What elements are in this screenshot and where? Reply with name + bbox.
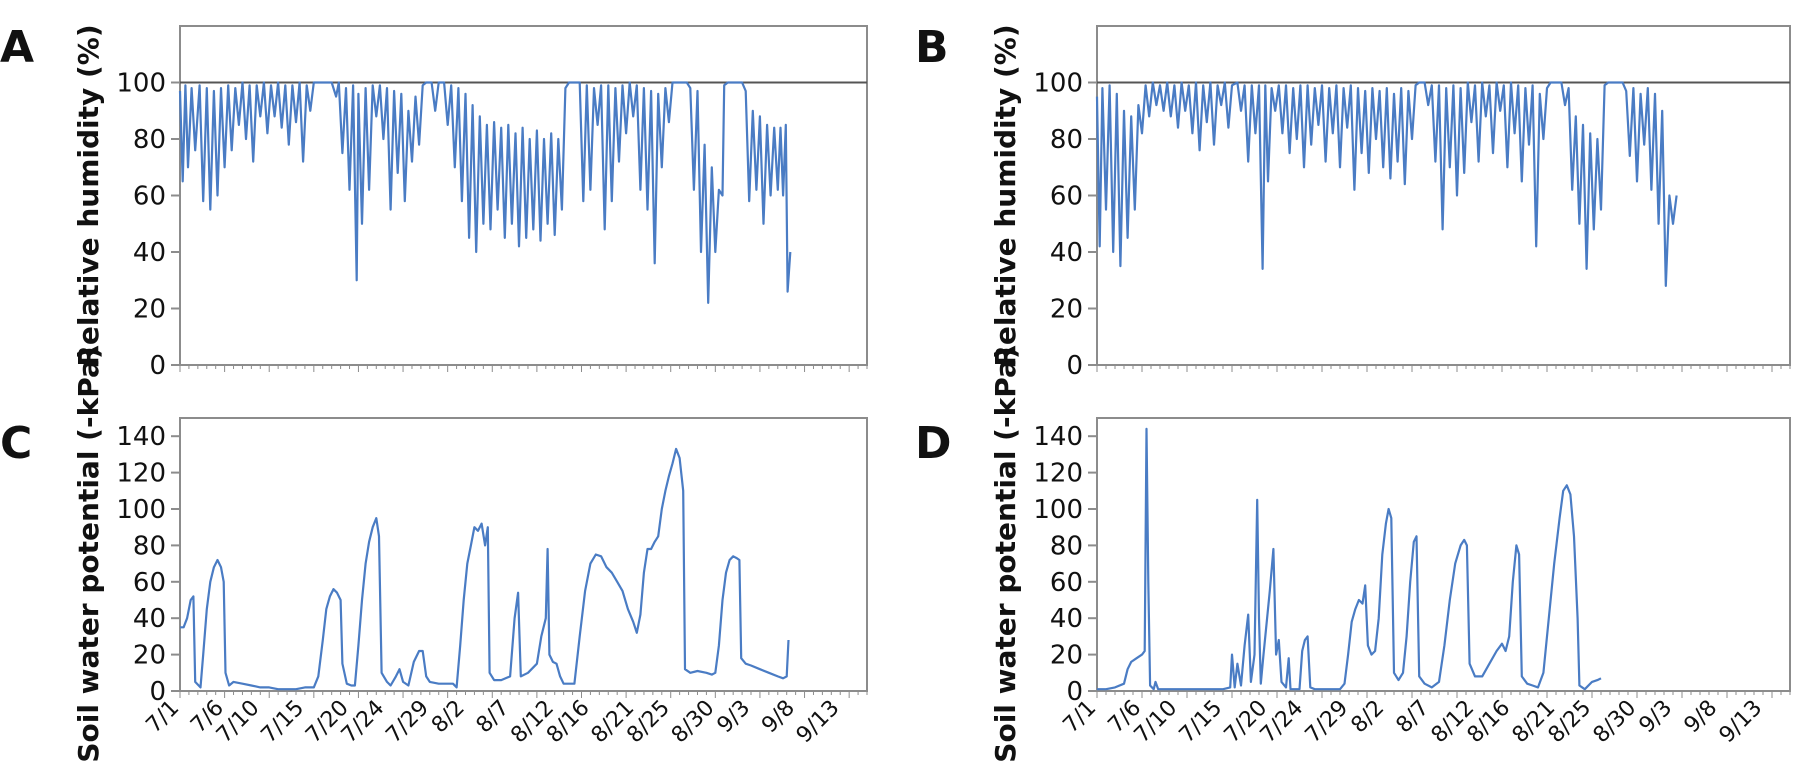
panel-d-date-label: 7/29 <box>1301 696 1354 749</box>
panel-b-ytick-label: 40 <box>1050 238 1083 268</box>
panel-b-ytick-label: 80 <box>1050 125 1083 155</box>
panel-a-ytick-label: 60 <box>133 182 166 212</box>
panel-d-ytick-label: 80 <box>1050 531 1083 561</box>
panel-c-ytick-label: 0 <box>149 677 166 707</box>
panel-c-ytick-label: 80 <box>133 531 166 561</box>
panel-c-ytick-label: 20 <box>133 641 166 671</box>
panel-d-ytick-label: 60 <box>1050 568 1083 598</box>
panel-b-letter: B <box>915 22 949 73</box>
panel-c-ytick-label: 40 <box>133 604 166 634</box>
panel-b-ytick-label: 60 <box>1050 182 1083 212</box>
panel-a-series-line <box>178 81 792 304</box>
panel-b-series-line <box>1095 81 1678 287</box>
panel-c-date-label: 7/24 <box>337 696 390 749</box>
panel-d-date-label: 8/25 <box>1544 696 1597 749</box>
panel-d-ytick-label: 20 <box>1050 641 1083 671</box>
panel-b-ytick-label: 0 <box>1066 351 1083 381</box>
panel-c-ylabel: Soil water potential (-kPa) <box>72 346 105 762</box>
panel-d-date-label: 7/24 <box>1256 696 1309 749</box>
panel-d-date-label: 7/1 <box>1059 696 1102 739</box>
panel-c-date-label: 7/10 <box>212 696 265 749</box>
panel-a-ytick-label: 0 <box>149 351 166 381</box>
panel-d-date-label: 9/13 <box>1715 696 1768 749</box>
panel-a-ylabel: Relative humidity (%) <box>72 24 105 366</box>
panel-d-ylabel: Soil water potential (-kPa) <box>989 346 1022 762</box>
panel-a-ytick-label: 100 <box>116 69 166 99</box>
panel-c-date-label: 7/29 <box>381 696 434 749</box>
panel-d-date-label: 8/2 <box>1347 696 1390 739</box>
panel-a-ytick-label: 40 <box>133 238 166 268</box>
panel-d-date-label: 7/10 <box>1130 696 1183 749</box>
panel-c-date-label: 8/16 <box>542 696 595 749</box>
panel-c-date-label: 9/3 <box>713 696 756 739</box>
panel-a: 0 20 40 60 80 100 Relative humidity (%) A <box>0 22 868 381</box>
panel-d-date-label: 9/3 <box>1635 696 1678 739</box>
panel-c-date-label: 7/1 <box>142 696 185 739</box>
panel-a-ytick-label: 80 <box>133 125 166 155</box>
panel-c-frame <box>179 417 868 692</box>
panel-d-letter: D <box>915 418 952 469</box>
panel-d-date-label: 7/15 <box>1175 696 1228 749</box>
panel-c-letter: C <box>0 418 32 469</box>
panel-c-date-label: 8/2 <box>427 696 470 739</box>
panel-c-ytick-label: 100 <box>116 495 166 525</box>
panel-b-ylabel: Relative humidity (%) <box>989 24 1022 366</box>
panel-d-frame <box>1096 417 1791 692</box>
panel-d-ytick-label: 120 <box>1033 459 1083 489</box>
panel-a-ytick-label: 20 <box>133 295 166 325</box>
panel-d-ytick-label: 140 <box>1033 422 1083 452</box>
panel-c-date-label: 7/15 <box>257 696 310 749</box>
panel-c-ytick-label: 140 <box>116 422 166 452</box>
panel-d-ytick-label: 0 <box>1066 677 1083 707</box>
panel-b-ytick-label: 20 <box>1050 295 1083 325</box>
panel-c-date-label: 8/25 <box>622 696 675 749</box>
panel-c-date-label: 9/13 <box>792 696 845 749</box>
panel-d-ytick-label: 40 <box>1050 604 1083 634</box>
panel-d-ytick-label: 100 <box>1033 495 1083 525</box>
panel-c-ytick-label: 120 <box>116 459 166 489</box>
panel-c-ytick-label: 60 <box>133 568 166 598</box>
panel-b: 0 20 40 60 80 100 Relative humidity (%) B <box>915 22 1791 381</box>
panel-d-series-line <box>1097 427 1602 691</box>
panel-b-ytick-label: 100 <box>1033 69 1083 99</box>
panel-d-date-label: 8/30 <box>1589 696 1642 749</box>
panel-c-series-line <box>180 447 790 691</box>
panel-a-letter: A <box>0 22 34 73</box>
panel-c-date-label: 8/30 <box>667 696 720 749</box>
panel-d-date-label: 8/16 <box>1463 696 1516 749</box>
